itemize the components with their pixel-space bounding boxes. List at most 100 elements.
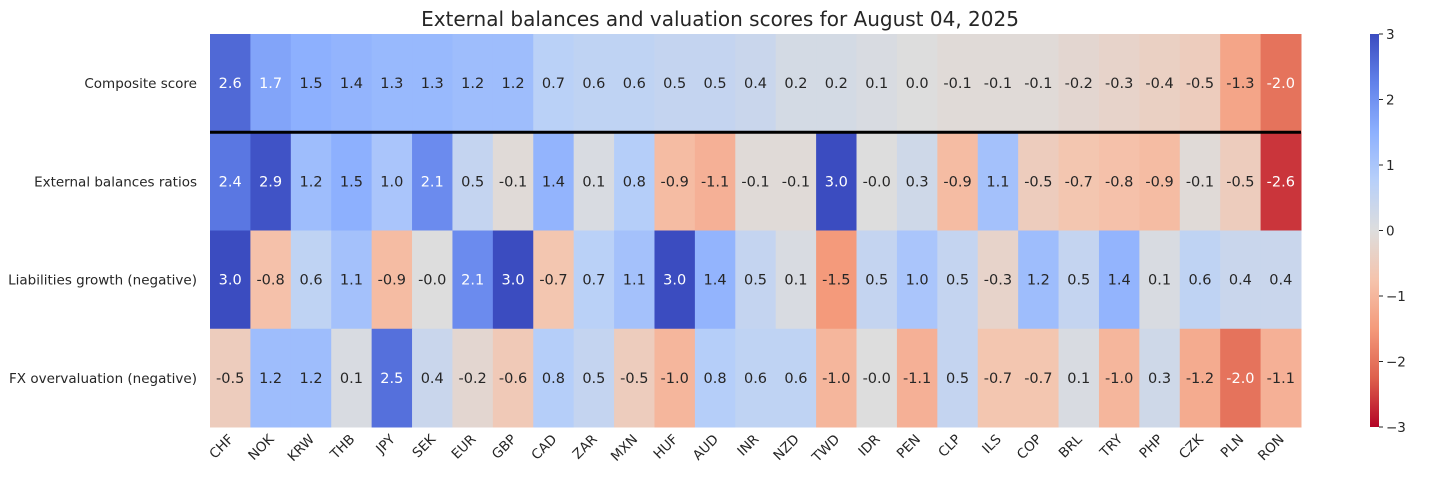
- heatmap-cell: [614, 328, 655, 428]
- heatmap-cell: [210, 132, 251, 231]
- heatmap-cell: [412, 328, 453, 428]
- column-label: HUF: [651, 432, 682, 463]
- row-labels: Composite score External balances ratios L…: [8, 76, 197, 387]
- heatmap-cell: [1098, 34, 1140, 133]
- heatmap-cell: [694, 34, 736, 133]
- cell-value-label: 2.6: [219, 76, 242, 92]
- cell-value-label: 0.8: [623, 174, 646, 190]
- heatmap-cell: [371, 230, 413, 330]
- colorbar-gradient: [1370, 34, 1379, 427]
- chart-title: External balances and valuation scores f…: [421, 7, 1019, 31]
- column-label: BRL: [1056, 431, 1086, 461]
- heatmap-cell: [614, 34, 655, 133]
- column-label: JPY: [372, 431, 399, 458]
- heatmap-cell: [533, 34, 575, 133]
- heatmap-cell: [210, 230, 251, 330]
- cell-value-label: -0.9: [661, 174, 689, 190]
- heatmap-cell: [816, 132, 858, 231]
- cell-value-label: -2.0: [1267, 76, 1295, 92]
- row-label: Composite score: [84, 76, 197, 92]
- heatmap-cell: [654, 34, 696, 133]
- heatmap-cell: [614, 132, 655, 231]
- heatmap-cell: [1139, 230, 1181, 330]
- cell-value-label: 0.5: [582, 371, 605, 387]
- heatmap-cell: [1179, 328, 1221, 428]
- heatmap-cell: [1018, 34, 1060, 133]
- heatmap-cell: [492, 132, 534, 231]
- heatmap-cell: [816, 328, 858, 428]
- heatmap-cell: [1098, 328, 1140, 428]
- cell-value-label: -1.2: [1186, 371, 1214, 387]
- heatmap-cell: [977, 34, 1019, 133]
- cell-value-label: 1.1: [623, 273, 646, 289]
- cell-value-label: 0.7: [582, 273, 605, 289]
- cell-value-label: 3.0: [219, 273, 242, 289]
- heatmap-cell: [1179, 230, 1221, 330]
- row-label: Liabilities growth (negative): [8, 273, 197, 289]
- heatmap-cell: [1139, 132, 1181, 231]
- cell-value-label: -0.6: [499, 371, 527, 387]
- heatmap-cell: [573, 230, 615, 330]
- colorbar-tick-label: 0: [1386, 224, 1395, 240]
- heatmap-cell: [694, 230, 736, 330]
- cell-value-label: -0.1: [1186, 174, 1214, 190]
- heatmap-cell: [412, 132, 453, 231]
- cell-value-label: -0.3: [984, 273, 1012, 289]
- cell-value-label: 0.6: [623, 76, 646, 92]
- column-label: RON: [1255, 432, 1288, 465]
- heatmap-cell: [492, 230, 534, 330]
- cell-value-label: 1.4: [704, 273, 727, 289]
- cell-value-label: 0.4: [1269, 273, 1292, 289]
- cell-value-label: 0.8: [542, 371, 565, 387]
- cell-value-label: -0.9: [1145, 174, 1173, 190]
- heatmap-cell: [492, 34, 534, 133]
- column-label: AUD: [690, 432, 722, 464]
- heatmap-cell: [735, 328, 777, 428]
- heatmap-cell: [775, 34, 817, 133]
- heatmap-cell: [654, 328, 696, 428]
- cell-value-label: 3.0: [825, 174, 848, 190]
- cell-value-label: -0.0: [863, 174, 891, 190]
- cell-value-label: 0.1: [865, 76, 888, 92]
- cell-value-label: 0.5: [865, 273, 888, 289]
- cell-value-label: -0.7: [539, 273, 567, 289]
- column-label: IDR: [855, 432, 883, 460]
- cell-value-label: -0.1: [741, 174, 769, 190]
- heatmap-cell: [250, 132, 292, 231]
- heatmap-cell: [1018, 132, 1060, 231]
- cell-value-label: 1.2: [299, 371, 322, 387]
- cell-value-label: -1.1: [903, 371, 931, 387]
- cell-value-label: 1.7: [259, 76, 282, 92]
- heatmap-cell: [775, 230, 817, 330]
- cell-value-label: -1.5: [822, 273, 850, 289]
- heatmap-cell: [412, 34, 453, 133]
- heatmap-cell: [1260, 230, 1302, 330]
- cell-value-label: 1.5: [299, 76, 322, 92]
- cell-value-label: 1.0: [906, 273, 929, 289]
- heatmap-cell: [1220, 34, 1262, 133]
- cell-value-label: -0.9: [378, 273, 406, 289]
- cell-value-label: -0.1: [1024, 76, 1052, 92]
- cell-value-label: 0.6: [784, 371, 807, 387]
- cell-value-label: 1.0: [380, 174, 403, 190]
- cell-value-label: 2.9: [259, 174, 282, 190]
- heatmap-cell: [937, 34, 979, 133]
- heatmap-cell: [1220, 328, 1262, 428]
- cell-value-label: 0.6: [299, 273, 322, 289]
- column-label: PLN: [1218, 432, 1248, 462]
- heatmap-cell: [1260, 328, 1302, 428]
- column-label: TWD: [808, 432, 843, 467]
- cell-value-label: 0.1: [1148, 273, 1171, 289]
- cell-value-label: 0.7: [542, 76, 565, 92]
- cell-value-label: 1.2: [502, 76, 525, 92]
- cell-value-label: 1.2: [461, 76, 484, 92]
- colorbar-tick-label: 1: [1386, 158, 1395, 174]
- cell-value-label: -2.0: [1226, 371, 1254, 387]
- heatmap-cell: [856, 34, 898, 133]
- heatmap-cell: [977, 328, 1019, 428]
- cell-value-label: 1.4: [1108, 273, 1131, 289]
- heatmap-cell: [331, 132, 373, 231]
- heatmap-cell: [816, 34, 858, 133]
- column-label: PEN: [894, 432, 924, 462]
